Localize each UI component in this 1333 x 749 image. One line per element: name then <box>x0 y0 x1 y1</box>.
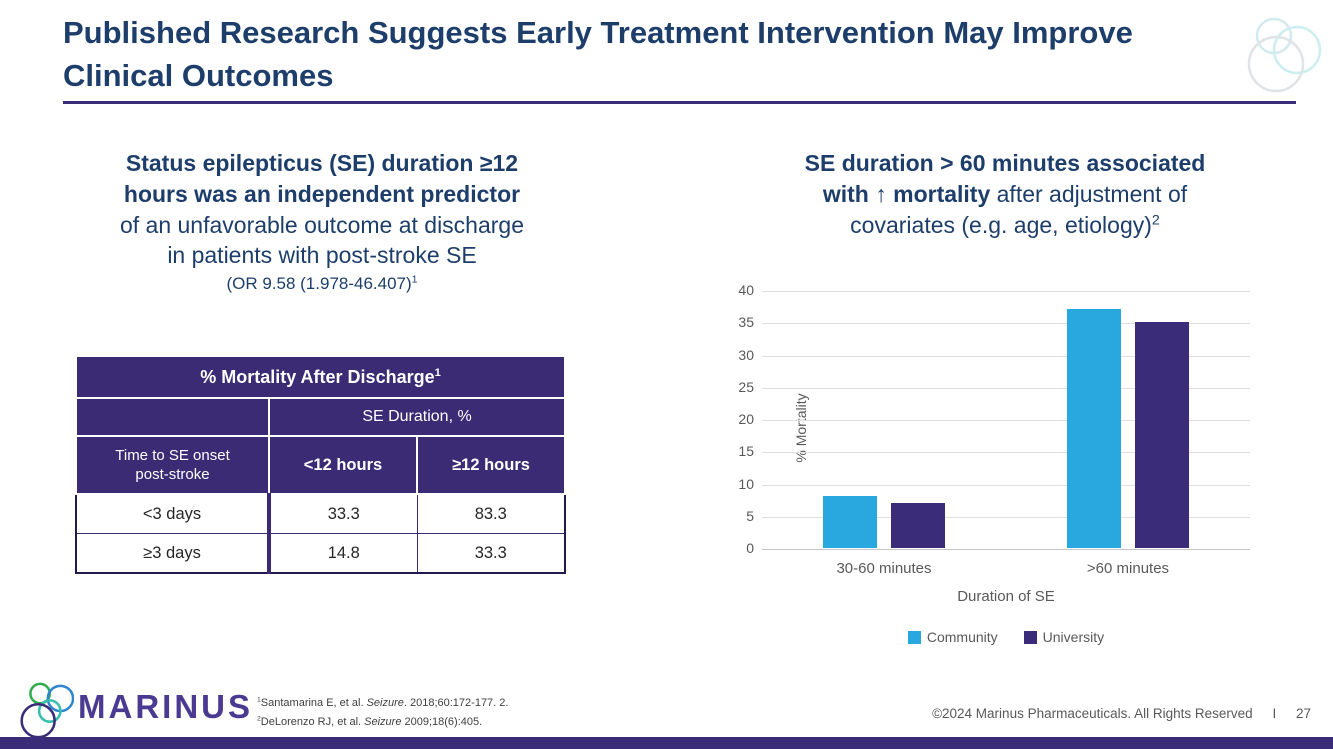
chart-legend: Community University <box>762 629 1250 645</box>
legend-label: Community <box>926 629 998 645</box>
right-heading-bold-1: SE duration > 60 minutes associated <box>804 150 1206 176</box>
mortality-table: % Mortality After Discharge1 SE Duration… <box>74 355 567 574</box>
x-category-label: >60 minutes <box>1086 560 1170 577</box>
table-empty-cell <box>75 397 270 437</box>
legend-item-community: Community <box>907 629 998 645</box>
marinus-logo-text: MARINUS <box>78 688 253 725</box>
cell-gte12: 83.3 <box>416 493 566 534</box>
left-key-finding: Status epilepticus (SE) duration ≥12 hou… <box>60 148 584 296</box>
ref1-journal: Seizure <box>366 697 404 709</box>
row-label: ≥3 days <box>76 533 271 573</box>
table-col-header-lt12: <12 hours <box>268 435 418 495</box>
ref2-authors: DeLorenzo RJ, et al. <box>260 715 365 728</box>
odds-ratio-ref-sup: 1 <box>411 273 418 286</box>
odds-ratio-line: (OR 9.58 (1.978-46.407)1 <box>60 273 584 296</box>
ref1-citation: . 2018;60:172-177. 2. <box>403 697 509 709</box>
y-tick-label: 15 <box>738 443 754 460</box>
table-row-header: Time to SE onset post-stroke <box>75 435 270 495</box>
gridline-40 <box>762 291 1250 292</box>
cell-gte12: 33.3 <box>416 533 566 573</box>
right-heading-line-2: with ↑ mortality after adjustment of <box>735 179 1275 210</box>
gridline-25 <box>762 387 1250 389</box>
page-number: 27 <box>1295 706 1311 721</box>
table-row: <3 days 33.3 83.3 <box>76 493 566 534</box>
right-heading-reg-2: after adjustment of <box>990 180 1188 207</box>
y-tick-label: 5 <box>746 507 754 524</box>
table-row: ≥3 days 14.8 33.3 <box>76 533 566 573</box>
legend-swatch-community <box>907 630 921 644</box>
ref2-citation: 2009;18(6):405. <box>401 715 483 728</box>
right-heading-ref-sup: 2 <box>1151 211 1160 228</box>
table-title-text: % Mortality After Discharge <box>200 366 435 387</box>
y-tick-label: 25 <box>738 378 754 395</box>
legend-swatch-university <box>1023 630 1037 644</box>
right-heading-line-3: covariates (e.g. age, etiology)2 <box>735 210 1275 241</box>
legend-label: University <box>1042 629 1105 645</box>
bar-community-0 <box>823 496 877 548</box>
y-tick-label: 30 <box>738 346 754 363</box>
copyright-text: ©2024 Marinus Pharmaceuticals. All Right… <box>932 706 1253 721</box>
left-heading-bold-2: hours was an independent predictor <box>123 180 521 207</box>
x-axis-title: Duration of SE <box>957 588 1055 605</box>
page-title: Published Research Suggests Early Treatm… <box>63 15 1133 93</box>
right-heading-bold-2: with ↑ mortality <box>822 180 991 207</box>
y-tick-label: 20 <box>738 411 754 427</box>
left-heading-line-3: of an unfavorable outcome at discharge <box>119 211 525 238</box>
gridline-5 <box>762 516 1250 518</box>
row-header-line1: Time to SE onset <box>115 446 230 464</box>
legend-item-university: University <box>1023 629 1105 645</box>
table-title-sup: 1 <box>434 366 441 379</box>
plot-area <box>762 291 1250 550</box>
bottom-accent-bar <box>0 737 1333 749</box>
gridline-35 <box>762 323 1250 325</box>
table-title: % Mortality After Discharge1 <box>74 355 567 399</box>
marinus-circles-logo <box>20 682 74 739</box>
bar-university-0 <box>891 502 945 548</box>
reference-1: 1Santamarina E, et al. Seizure. 2018;60:… <box>257 694 508 713</box>
ref2-journal: Seizure <box>364 715 402 728</box>
gridline-20 <box>762 420 1250 421</box>
left-heading-line-4: in patients with post-stroke SE <box>167 242 477 269</box>
y-tick-label: 10 <box>738 475 754 492</box>
copyright-divider: I <box>1272 706 1277 721</box>
marinus-watermark-logo <box>1247 17 1322 93</box>
left-heading-bold-1: Status epilepticus (SE) duration ≥12 <box>125 150 519 176</box>
table-col-group-header: SE Duration, % <box>267 397 567 437</box>
table-col-header-gte12: ≥12 hours <box>415 435 567 495</box>
row-label: <3 days <box>76 493 271 534</box>
references: 1Santamarina E, et al. Seizure. 2018;60:… <box>257 694 508 731</box>
cell-lt12: 33.3 <box>268 493 417 534</box>
y-tick-label: 35 <box>738 314 754 331</box>
gridline-0 <box>762 549 1250 550</box>
ref2-sup: 2 <box>257 715 261 723</box>
right-key-finding: SE duration > 60 minutes associated with… <box>735 148 1275 240</box>
y-tick-label: 40 <box>738 282 754 298</box>
gridline-30 <box>762 355 1250 357</box>
reference-2: 2DeLorenzo RJ, et al. Seizure 2009;18(6)… <box>257 713 508 732</box>
gridline-15 <box>762 452 1250 454</box>
copyright-line: ©2024 Marinus Pharmaceuticals. All Right… <box>932 706 1311 721</box>
right-heading-reg-3: covariates (e.g. age, etiology) <box>850 211 1152 238</box>
y-tick-label: 0 <box>746 540 754 556</box>
mortality-bar-chart: % Mortality 0 5 10 15 20 25 30 35 40 30-60 minut… <box>705 282 1320 663</box>
ref1-sup: 1 <box>257 696 261 704</box>
row-header-line2: post-stroke <box>135 466 210 483</box>
odds-ratio-text: (OR 9.58 (1.978-46.407) <box>226 274 412 294</box>
bar-community-1 <box>1067 309 1121 548</box>
bar-university-1 <box>1135 322 1189 548</box>
ref1-authors: Santamarina E, et al. <box>260 697 367 709</box>
title-underline <box>63 101 1296 104</box>
cell-lt12: 14.8 <box>268 533 417 573</box>
x-category-label: 30-60 minutes <box>836 560 932 577</box>
gridline-10 <box>762 484 1250 486</box>
